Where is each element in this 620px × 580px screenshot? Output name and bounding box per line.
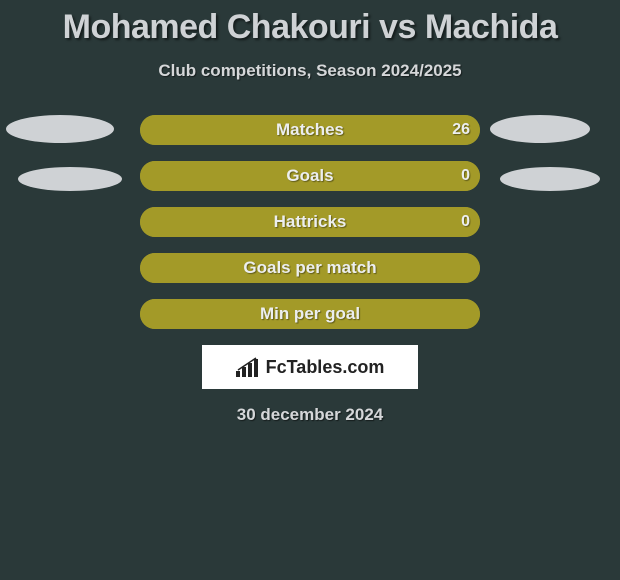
subtitle: Club competitions, Season 2024/2025 bbox=[0, 61, 620, 81]
bar-fill-left bbox=[140, 207, 310, 237]
bar-value: 26 bbox=[452, 115, 470, 145]
bar-fill-right bbox=[310, 299, 480, 329]
bar-chart-icon bbox=[236, 357, 260, 377]
comparison-chart: 26Matches 0Goals 0Hattricks Goals per match… bbox=[0, 115, 620, 329]
stat-row: 26Matches bbox=[0, 115, 620, 145]
bar-track: 0 bbox=[140, 161, 480, 191]
bar-value: 0 bbox=[461, 161, 470, 191]
stat-row: 0Goals bbox=[0, 161, 620, 191]
stat-row: Goals per match bbox=[0, 253, 620, 283]
bar-fill-left bbox=[140, 299, 310, 329]
bar-fill-right bbox=[310, 207, 480, 237]
bar-fill-left bbox=[140, 253, 310, 283]
stat-row: Min per goal bbox=[0, 299, 620, 329]
bar-track bbox=[140, 299, 480, 329]
date-line: 30 december 2024 bbox=[0, 405, 620, 425]
brand-badge[interactable]: FcTables.com bbox=[202, 345, 418, 389]
brand-text: FcTables.com bbox=[266, 357, 385, 378]
bar-fill-right bbox=[310, 161, 480, 191]
bar-fill-left bbox=[140, 161, 310, 191]
bar-fill-left bbox=[140, 115, 310, 145]
page-title: Mohamed Chakouri vs Machida bbox=[0, 0, 620, 47]
stat-row: 0Hattricks bbox=[0, 207, 620, 237]
bar-fill-right bbox=[310, 253, 480, 283]
bar-track: 0 bbox=[140, 207, 480, 237]
bar-track: 26 bbox=[140, 115, 480, 145]
bar-value: 0 bbox=[461, 207, 470, 237]
bar-track bbox=[140, 253, 480, 283]
